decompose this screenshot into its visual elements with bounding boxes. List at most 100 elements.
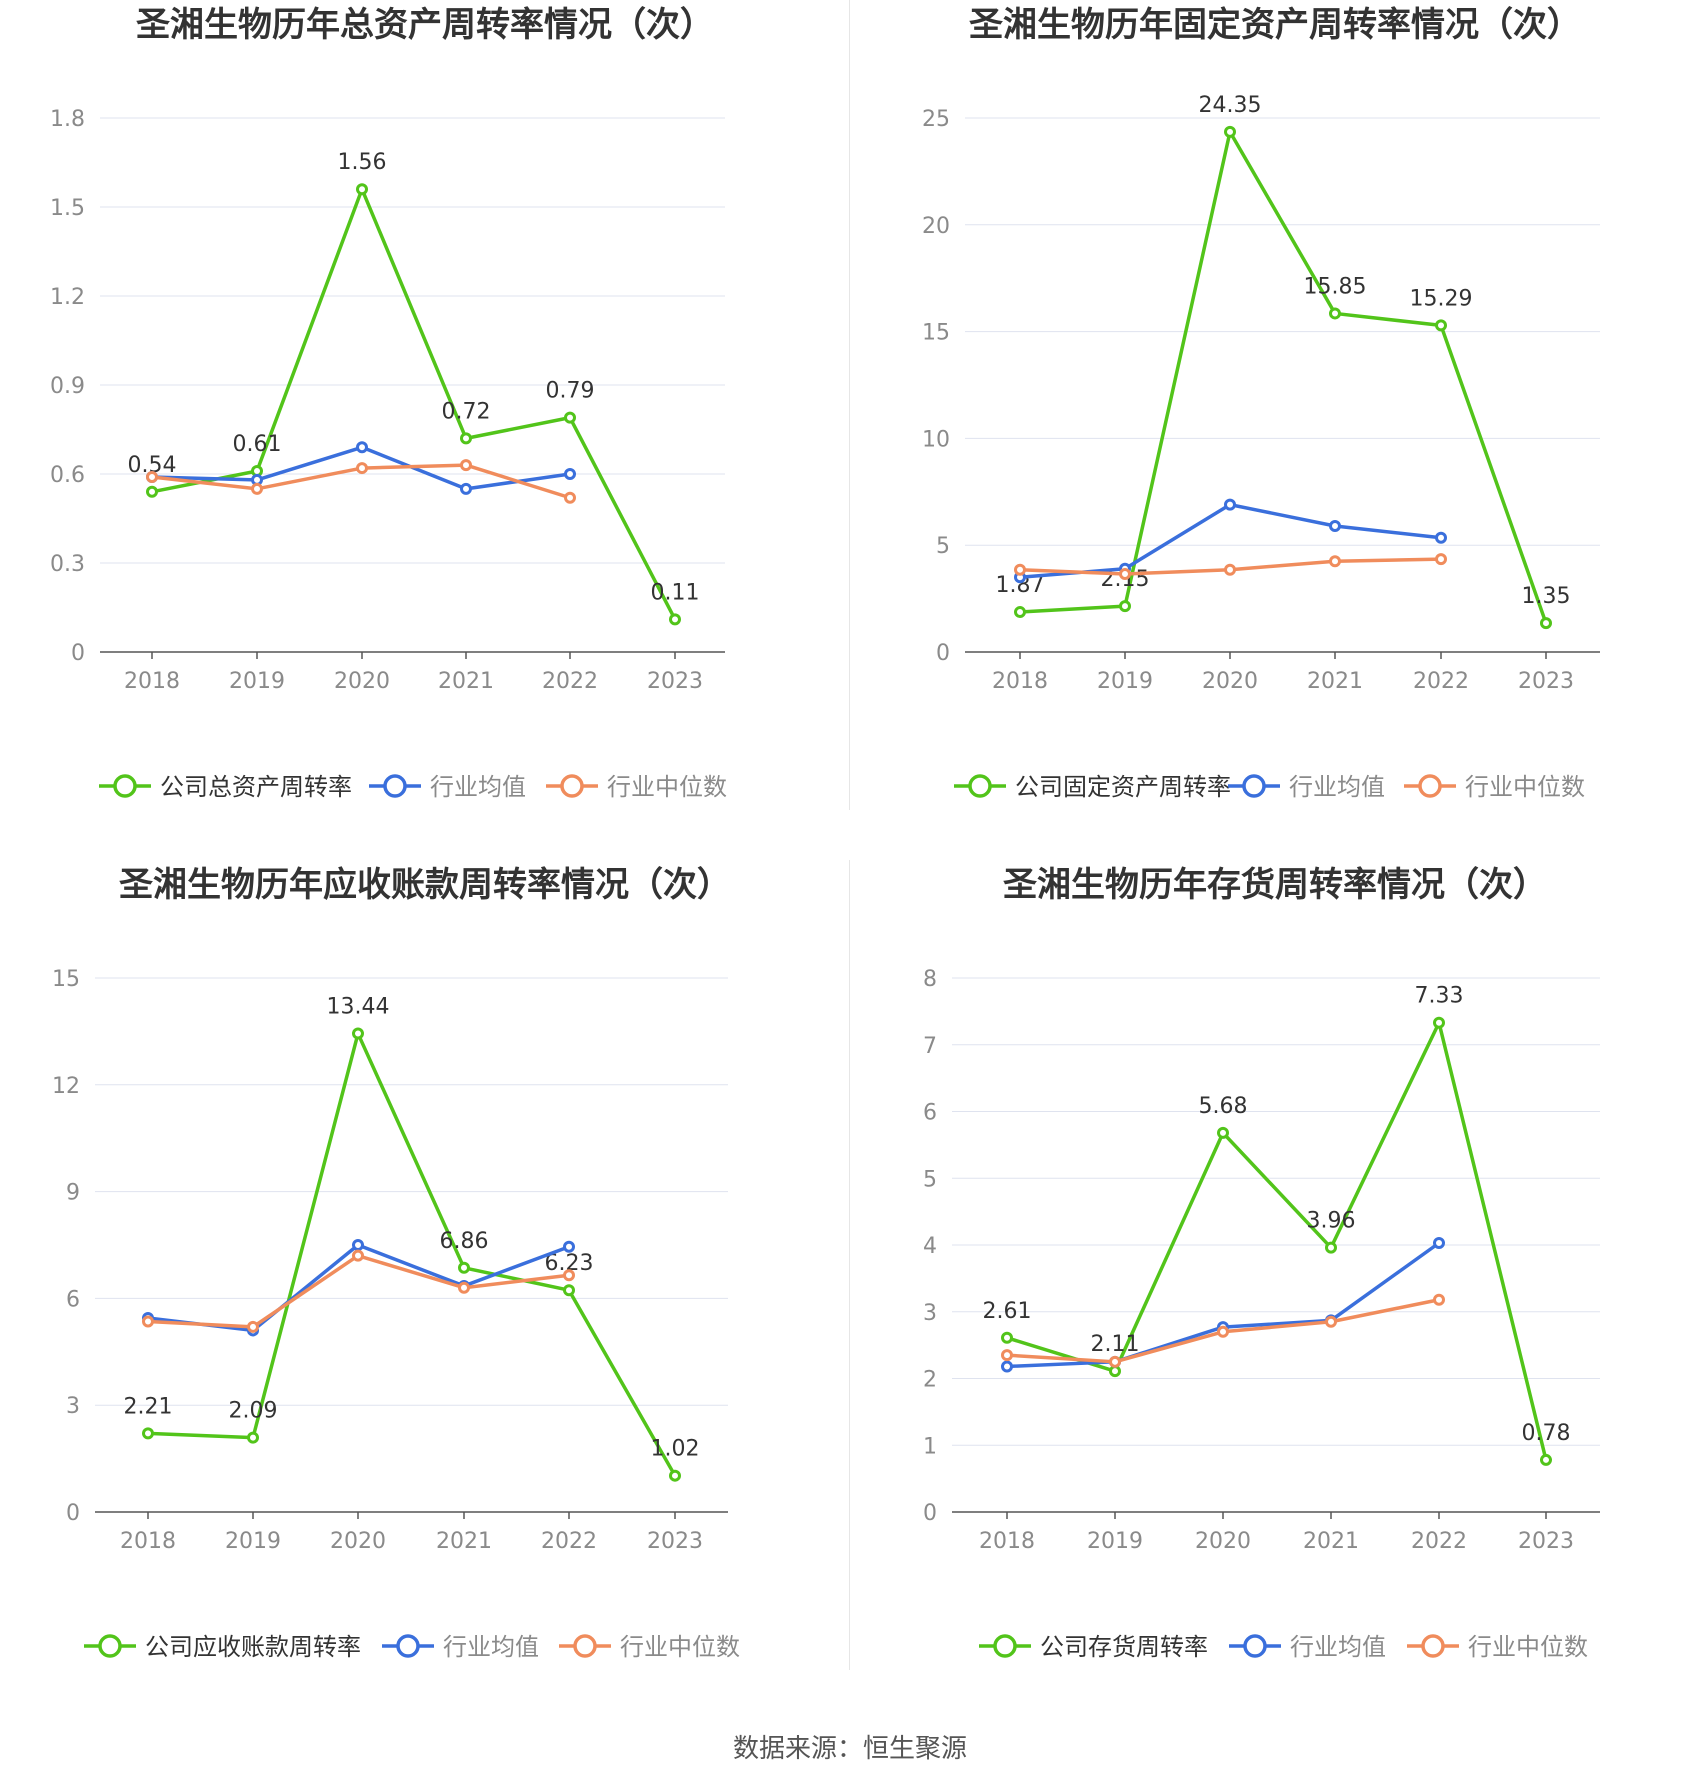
data-point <box>352 1239 364 1251</box>
data-point <box>1109 1365 1121 1378</box>
chart-panel-receivable: 圣湘生物历年应收账款周转率情况（次） 0 3 6 9 12 15 2018 2019 2020 20… <box>0 860 850 1720</box>
x-tick-label: 2021 <box>1307 669 1363 694</box>
data-point <box>352 1027 364 1040</box>
x-tick-label: 2019 <box>1087 1529 1143 1554</box>
y-tick-label: 0.6 <box>50 463 85 488</box>
data-label: 2.09 <box>229 1399 278 1424</box>
x-tick-label: 2021 <box>1303 1529 1359 1554</box>
x-tick-label: 2020 <box>334 669 390 694</box>
x-tick-label: 2023 <box>1518 669 1574 694</box>
data-label: 0.72 <box>442 399 491 424</box>
panel-divider-bottom <box>849 860 850 1670</box>
data-point <box>142 1315 154 1328</box>
data-point <box>1433 1016 1445 1029</box>
legend-label: 行业均值 <box>430 773 526 801</box>
data-label: 1.35 <box>1522 584 1571 609</box>
legend-marker <box>1418 774 1442 798</box>
x-tick-label: 2022 <box>1413 669 1469 694</box>
legend-marker <box>968 774 992 798</box>
data-point <box>460 459 472 472</box>
data-point <box>669 613 681 626</box>
legend-label: 行业均值 <box>443 1633 539 1661</box>
data-point <box>564 468 576 480</box>
data-point <box>1014 606 1026 619</box>
y-tick-label: 25 <box>922 107 950 132</box>
x-tick-label: 2018 <box>120 1529 176 1554</box>
y-tick-label: 1.5 <box>50 196 85 221</box>
series-line-0 <box>1019 130 1548 624</box>
legend-label: 行业中位数 <box>607 773 727 801</box>
chart-title: 圣湘生物历年存货周转率情况（次） <box>1003 865 1547 905</box>
data-point <box>1224 498 1236 511</box>
data-point <box>251 482 263 495</box>
data-label: 13.44 <box>327 995 390 1020</box>
data-label: 0.11 <box>651 580 700 605</box>
data-point <box>1435 553 1447 566</box>
data-source-note: 数据来源：恒生聚源 <box>732 1734 967 1764</box>
legend-label: 公司固定资产周转率 <box>1015 773 1231 801</box>
panel-divider-top <box>849 0 850 810</box>
data-point <box>1119 600 1131 613</box>
data-point <box>1224 125 1236 138</box>
y-tick-label: 1.8 <box>50 107 85 132</box>
data-point <box>564 411 576 424</box>
data-point <box>669 1469 681 1482</box>
data-label: 7.33 <box>1415 984 1464 1009</box>
legend-marker <box>396 1634 420 1658</box>
data-label: 1.56 <box>338 150 387 175</box>
data-point <box>1433 1293 1445 1306</box>
x-tick-label: 2018 <box>992 669 1048 694</box>
data-label: 15.29 <box>1410 286 1473 311</box>
y-tick-label: 6 <box>923 1101 937 1126</box>
chart-title: 圣湘生物历年应收账款周转率情况（次） <box>119 865 731 905</box>
legend-marker <box>98 1634 122 1658</box>
y-tick-label: 15 <box>52 967 80 992</box>
data-label: 0.79 <box>546 379 595 404</box>
data-point <box>1435 319 1447 332</box>
y-tick-label: 1 <box>923 1434 937 1459</box>
data-point <box>356 183 368 196</box>
data-label: 5.68 <box>1199 1094 1248 1119</box>
legend-marker <box>1242 774 1266 798</box>
chart-panel-inventory: 圣湘生物历年存货周转率情况（次） 0 1 2 3 4 5 6 7 8 2018 2019 2020 202… <box>850 860 1700 1720</box>
data-point <box>460 432 472 445</box>
legend-marker <box>113 774 137 798</box>
data-point <box>352 1249 364 1262</box>
chart-title: 圣湘生物历年固定资产周转率情况（次） <box>969 5 1581 45</box>
y-tick-label: 3 <box>66 1394 80 1419</box>
data-point <box>142 1427 154 1440</box>
data-point <box>1001 1349 1013 1362</box>
y-tick-label: 0 <box>66 1501 80 1526</box>
data-label: 2.11 <box>1091 1332 1140 1357</box>
data-point <box>1325 1241 1337 1254</box>
y-tick-label: 5 <box>923 1167 937 1192</box>
x-tick-label: 2020 <box>1202 669 1258 694</box>
legend-marker <box>1421 1634 1445 1658</box>
y-tick-label: 0 <box>936 641 950 666</box>
y-tick-label: 3 <box>923 1301 937 1326</box>
y-tick-label: 0 <box>923 1501 937 1526</box>
data-point <box>1435 531 1447 544</box>
data-label: 0.61 <box>233 432 282 457</box>
data-point <box>1014 563 1026 576</box>
data-point <box>356 462 368 475</box>
data-point <box>1119 568 1131 581</box>
data-point <box>1329 519 1341 532</box>
data-point <box>247 1431 259 1444</box>
y-tick-label: 8 <box>923 967 937 992</box>
data-point <box>356 441 368 454</box>
data-point <box>563 1240 575 1253</box>
data-point <box>1325 1315 1337 1328</box>
chart-panel-fixed-asset: 圣湘生物历年固定资产周转率情况（次） 0 5 10 15 20 25 2018 2019 2020… <box>850 0 1700 860</box>
data-label: 6.86 <box>440 1229 489 1254</box>
y-tick-label: 15 <box>922 321 950 346</box>
data-point <box>1540 617 1552 630</box>
legend-label: 行业中位数 <box>620 1633 740 1661</box>
data-point <box>458 1261 470 1274</box>
legend-label: 公司应收账款周转率 <box>145 1633 361 1661</box>
data-point <box>1329 555 1341 568</box>
data-point <box>1540 1453 1552 1466</box>
x-tick-label: 2022 <box>541 1529 597 1554</box>
y-tick-label: 7 <box>923 1034 937 1059</box>
data-point <box>564 491 576 504</box>
